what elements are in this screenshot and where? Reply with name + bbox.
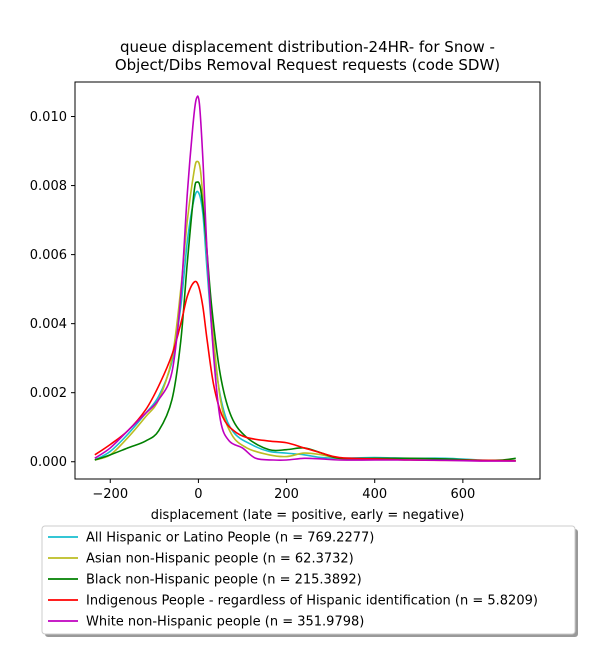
legend-entry-label: All Hispanic or Latino People (n = 769.2… [86, 531, 374, 546]
series-line-0 [94, 190, 516, 462]
legend-entry-label: Black non-Hispanic people (n = 215.3892) [86, 573, 362, 588]
y-tick-label: 0.008 [30, 179, 67, 194]
x-axis-ticks: −200 0 200 400 600 [92, 479, 475, 502]
y-axis-ticks: 0.000 0.002 0.004 0.006 0.008 0.010 [30, 110, 75, 470]
x-tick-label: 400 [362, 487, 387, 502]
series-line-3 [94, 280, 516, 462]
chart-title: queue displacement distribution-24HR- fo… [115, 38, 500, 74]
series-line-2 [94, 181, 516, 462]
series-lines [94, 95, 516, 462]
x-tick-label: 0 [194, 487, 202, 502]
legend-box [41, 525, 576, 635]
legend-entry-label: White non-Hispanic people (n = 351.9798) [86, 615, 364, 630]
series-line-1 [94, 160, 516, 462]
chart-title-line: Object/Dibs Removal Request requests (co… [115, 56, 500, 74]
x-axis-label: displacement (late = positive, early = n… [151, 508, 465, 523]
legend-entry-label: Indigenous People - regardless of Hispan… [86, 594, 538, 609]
series-line-4 [94, 95, 516, 462]
y-tick-label: 0.000 [30, 455, 67, 470]
x-tick-label: 200 [274, 487, 299, 502]
y-tick-label: 0.002 [30, 386, 67, 401]
x-tick-label: 600 [450, 487, 475, 502]
legend-entry-label: Asian non-Hispanic people (n = 62.3732) [86, 552, 354, 567]
y-tick-label: 0.006 [30, 248, 67, 263]
plot-frame [74, 81, 541, 480]
x-tick-label: −200 [92, 487, 128, 502]
y-tick-label: 0.010 [30, 110, 67, 125]
legend: All Hispanic or Latino People (n = 769.2… [41, 525, 578, 637]
y-tick-label: 0.004 [30, 317, 67, 332]
chart-title-line: queue displacement distribution-24HR- fo… [120, 38, 495, 56]
